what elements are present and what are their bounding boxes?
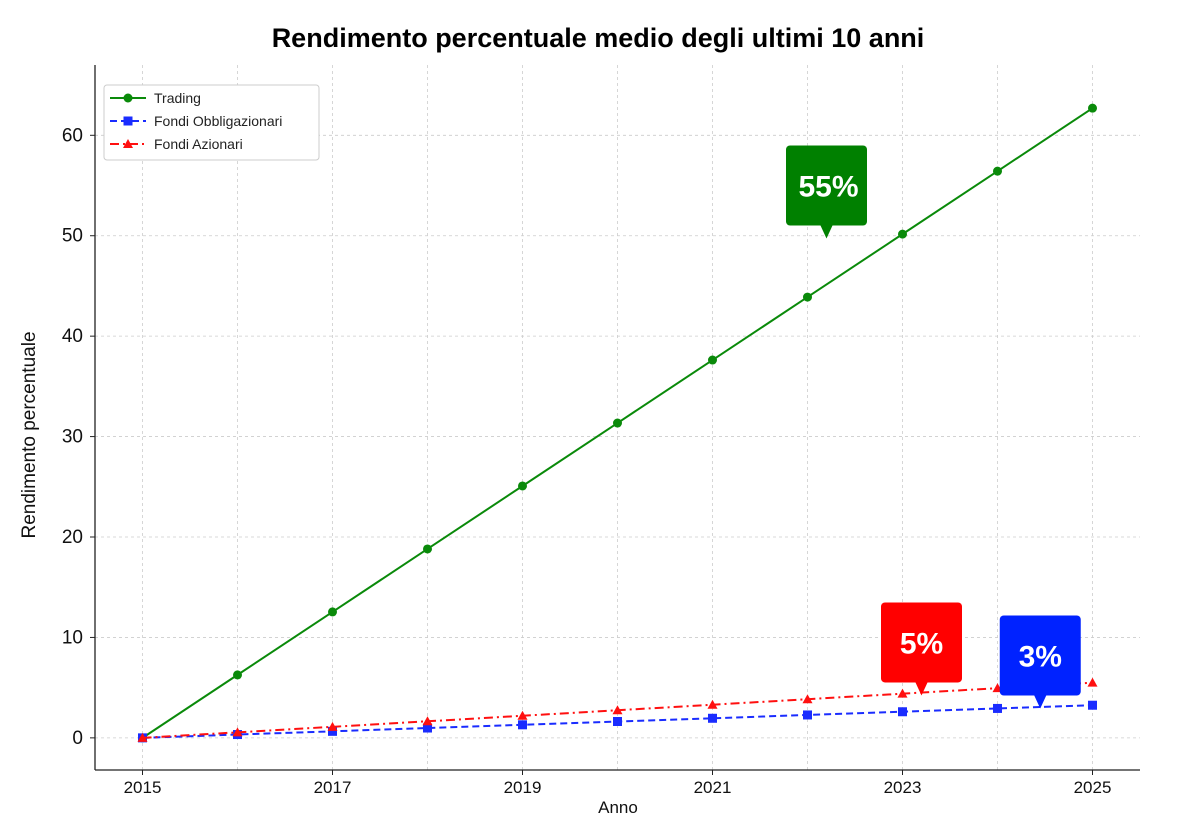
callout-5-percent: 5% — [881, 602, 962, 696]
callout-box — [881, 602, 962, 683]
legend-label: Fondi Obbligazionari — [154, 113, 282, 129]
x-tick-label: 2023 — [884, 778, 922, 797]
data-point — [708, 713, 717, 723]
series-fondi-azionari — [137, 677, 1098, 742]
x-tick-label: 2019 — [504, 778, 542, 797]
y-tick-label: 60 — [62, 125, 83, 146]
callout-55-percent: 55% — [786, 145, 867, 239]
chart-title: Rendimento percentuale medio degli ultim… — [272, 23, 925, 53]
callout-3-percent: 3% — [999, 615, 1081, 709]
data-point — [1088, 103, 1097, 113]
data-point — [613, 716, 622, 726]
data-point — [518, 720, 527, 730]
y-tick-label: 10 — [62, 627, 83, 648]
data-point — [898, 707, 907, 717]
data-point — [232, 727, 243, 737]
data-point — [613, 418, 622, 428]
y-tick-label: 20 — [62, 527, 83, 548]
data-point — [518, 481, 527, 491]
data-point — [993, 166, 1002, 176]
callout-pointer — [915, 682, 928, 696]
callout-pointer — [820, 225, 833, 239]
legend-label: Fondi Azionari — [154, 136, 243, 152]
data-point — [328, 726, 337, 736]
data-point — [803, 292, 812, 302]
x-axis-label: Anno — [598, 798, 638, 817]
callout-label: 5% — [900, 627, 943, 660]
data-point — [423, 723, 432, 733]
data-point — [233, 670, 242, 680]
legend-marker — [123, 93, 133, 103]
data-point — [993, 703, 1002, 713]
legend-marker — [123, 116, 133, 126]
legend-box — [103, 84, 320, 161]
callout-box — [999, 615, 1081, 696]
callout-pointer — [1034, 695, 1047, 709]
callout-label: 3% — [1019, 641, 1062, 674]
data-point — [612, 705, 623, 715]
x-tick-label: 2015 — [124, 778, 162, 797]
data-point — [708, 355, 717, 365]
data-point — [422, 716, 433, 726]
callout-box — [786, 145, 867, 226]
data-point — [707, 699, 718, 709]
legend-label: Trading — [154, 90, 201, 106]
legend-item: Fondi Obbligazionari — [110, 113, 282, 129]
y-tick-label: 0 — [72, 728, 83, 749]
x-tick-label: 2025 — [1074, 778, 1112, 797]
data-point — [423, 544, 432, 554]
y-tick-label: 50 — [62, 226, 83, 247]
y-tick-label: 30 — [62, 427, 83, 448]
x-tick-label: 2017 — [314, 778, 352, 797]
data-point — [802, 694, 813, 704]
legend-item: Trading — [110, 90, 201, 106]
data-point — [328, 607, 337, 617]
data-point — [1087, 677, 1098, 687]
y-tick-label: 40 — [62, 326, 83, 347]
x-tick-label: 2021 — [694, 778, 732, 797]
callout-label: 55% — [798, 171, 858, 204]
data-point — [137, 732, 148, 742]
y-axis-label: Rendimento percentuale — [19, 331, 40, 538]
data-point — [1088, 700, 1097, 710]
legend-item: Fondi Azionari — [110, 136, 243, 152]
data-point — [517, 710, 528, 720]
data-point — [897, 688, 908, 698]
legend-marker — [123, 139, 133, 148]
data-point — [327, 721, 338, 731]
data-point — [898, 229, 907, 239]
data-point — [803, 710, 812, 720]
